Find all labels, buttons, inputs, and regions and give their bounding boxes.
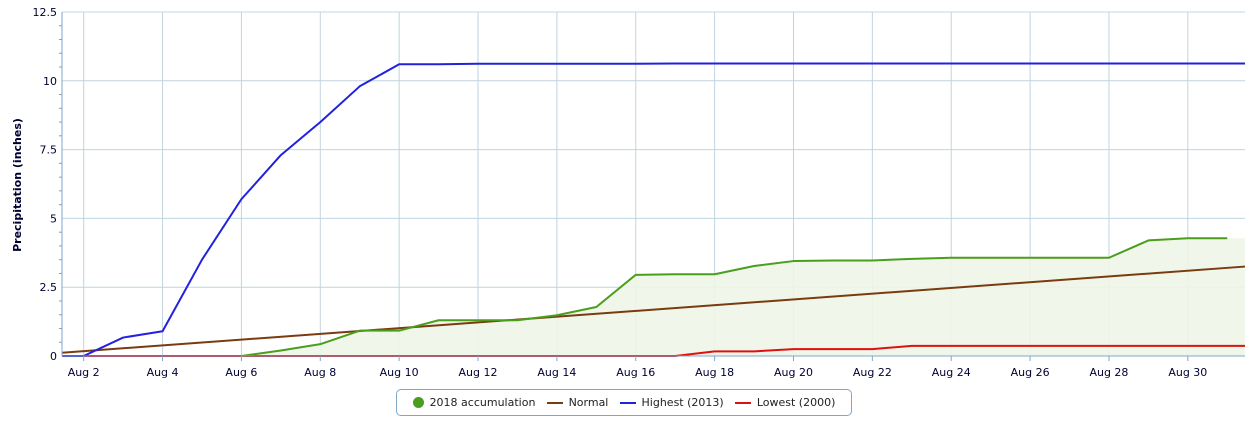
x-tick-label: Aug 14 <box>537 366 576 379</box>
legend-label: Lowest (2000) <box>756 396 836 409</box>
legend-label: 2018 accumulation <box>429 396 536 409</box>
legend-line-icon <box>734 401 751 404</box>
legend-line-icon <box>619 401 636 404</box>
y-tick-label: 10 <box>43 75 57 88</box>
series-area-2018-accumulation <box>241 238 1246 356</box>
x-tick-label: Aug 28 <box>1089 366 1128 379</box>
legend-line-icon <box>546 401 563 404</box>
legend-item-highest-2013[interactable]: Highest (2013) <box>619 396 724 409</box>
legend-dot-icon <box>412 397 424 408</box>
chart-legend: 2018 accumulation Normal Highest (2013) Low… <box>396 389 852 416</box>
x-tick-label: Aug 30 <box>1168 366 1207 379</box>
legend-item-lowest-2000[interactable]: Lowest (2000) <box>734 396 836 409</box>
y-tick-label: 5 <box>50 212 57 225</box>
legend-label: Highest (2013) <box>641 396 724 409</box>
precipitation-chart: Aug 2 Aug 4 Aug 6 Aug 8 Aug 10 Aug 12 Aug 14 Au… <box>11 6 1246 379</box>
x-tick-label: Aug 10 <box>380 366 419 379</box>
legend-item-normal[interactable]: Normal <box>546 396 609 409</box>
x-tick-label: Aug 4 <box>147 366 179 379</box>
x-tick-label: Aug 24 <box>932 366 971 379</box>
legend-label: Normal <box>568 396 609 409</box>
axes: Aug 2 Aug 4 Aug 6 Aug 8 Aug 10 Aug 12 Aug 14 Au… <box>33 6 1245 379</box>
y-axis-title: Precipitation (inches) <box>11 118 24 252</box>
y-tick-label: 12.5 <box>33 6 58 19</box>
x-tick-label: Aug 26 <box>1011 366 1050 379</box>
y-tick-label: 2.5 <box>40 281 58 294</box>
x-tick-label: Aug 2 <box>68 366 100 379</box>
series-line-highest-2013 <box>62 62 1245 357</box>
series-fill-area <box>241 238 1246 356</box>
x-tick-label: Aug 12 <box>459 366 498 379</box>
x-tick-label: Aug 8 <box>304 366 336 379</box>
series-line-normal <box>61 265 1246 354</box>
y-tick-label: 7.5 <box>40 144 58 157</box>
x-tick-label: Aug 16 <box>616 366 655 379</box>
x-tick-label: Aug 18 <box>695 366 734 379</box>
series-line-lowest-2000 <box>62 344 1245 357</box>
series-line-2018-accumulation <box>241 237 1228 357</box>
x-tick-label: Aug 20 <box>774 366 813 379</box>
legend-item-2018-accumulation[interactable]: 2018 accumulation <box>412 396 536 409</box>
y-tick-label: 0 <box>50 350 57 363</box>
series-lines <box>61 62 1246 357</box>
x-tick-label: Aug 6 <box>225 366 257 379</box>
x-tick-label: Aug 22 <box>853 366 892 379</box>
